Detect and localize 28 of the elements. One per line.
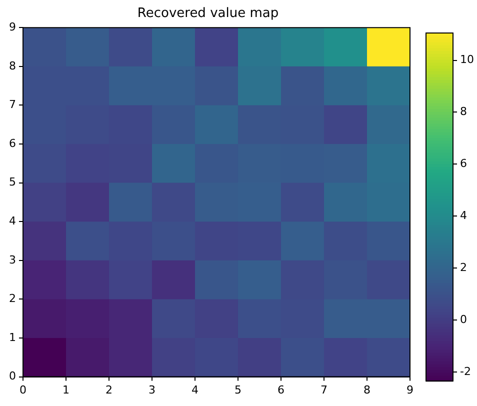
x-tick-label: 1 [62, 383, 70, 396]
y-tick-label: 6 [9, 136, 16, 150]
y-tick-label: 1 [9, 330, 16, 344]
color-bar-label: 0 [460, 312, 468, 326]
y-tick-label: 0 [9, 370, 16, 383]
x-tick-label: 2 [106, 383, 112, 396]
chart-title: Recovered value map [137, 6, 279, 22]
y-tick-label: 8 [9, 59, 16, 72]
y-tick-label: 4 [9, 214, 16, 228]
x-tick-label: 7 [320, 383, 328, 396]
x-tick-label: 8 [364, 383, 370, 396]
color-bar-label: -2 [460, 364, 471, 378]
y-tick-label: 3 [9, 253, 16, 266]
y-tick-label: 5 [9, 176, 16, 189]
x-tick-label: 5 [234, 383, 242, 396]
x-tick-label: 9 [406, 383, 414, 396]
y-tick-label: 7 [9, 98, 16, 112]
x-tick-label: 4 [192, 383, 198, 396]
y-tick-label: 9 [9, 20, 16, 34]
color-bar-label: 2 [460, 260, 468, 274]
color-bar-label: 10 [460, 53, 474, 66]
x-tick-label: 0 [20, 383, 26, 396]
color-bar-label: 6 [460, 157, 468, 170]
color-bar-label: 4 [460, 208, 468, 222]
color-bar-label: 8 [460, 105, 468, 118]
y-tick-label: 2 [9, 292, 16, 306]
x-tick-label: 3 [148, 383, 156, 396]
x-tick-label: 6 [278, 383, 284, 396]
